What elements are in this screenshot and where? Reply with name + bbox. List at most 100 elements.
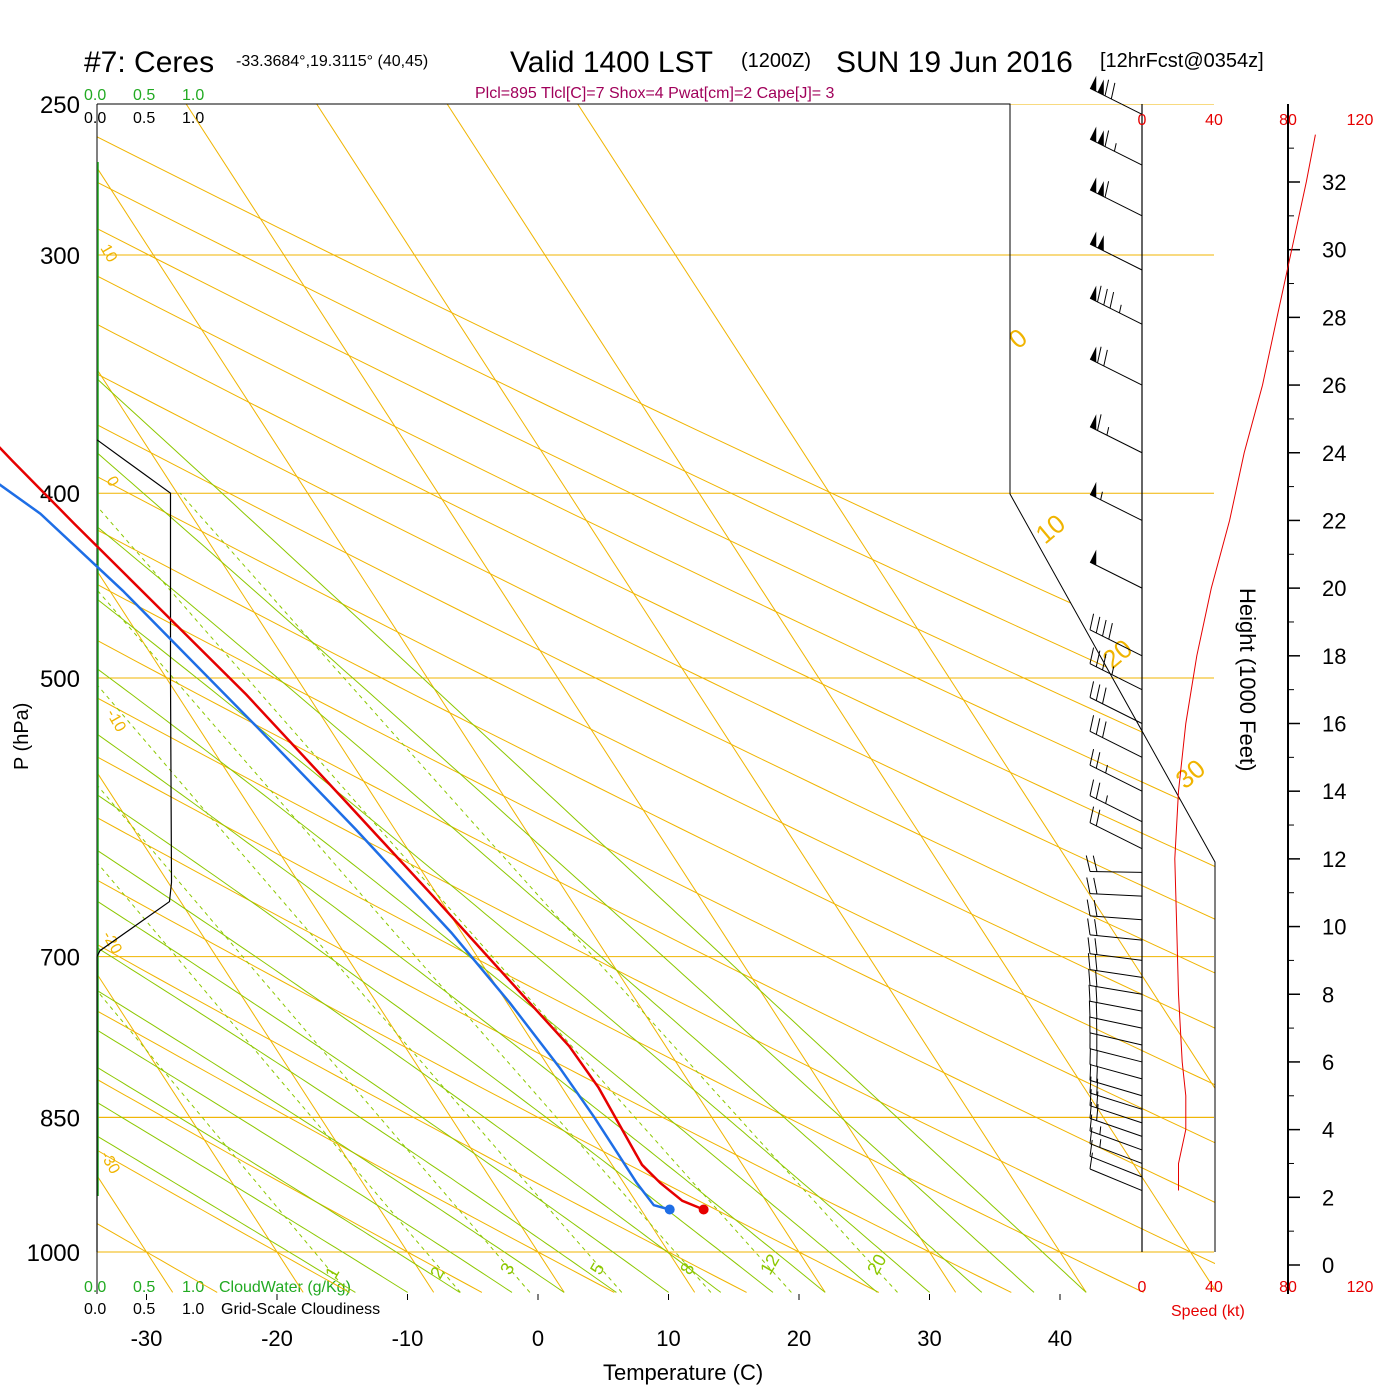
- wind-barb-flag: [1095, 684, 1101, 701]
- dewpoint-line: [0, 483, 671, 1211]
- moist-adiabat-line: [97, 104, 774, 1293]
- wind-barb-flag: [1093, 900, 1098, 917]
- dry-adiabat-line: [97, 104, 615, 1293]
- wind-barb-flag: [1109, 291, 1115, 309]
- wind-barb: [1089, 748, 1143, 792]
- cloud-tick-top: 0.5: [133, 87, 155, 104]
- wind-barb-flag: [1097, 414, 1102, 431]
- cloudiness-tick-bottom: 1.0: [182, 1301, 204, 1318]
- wind-barb-flag: [1110, 82, 1116, 100]
- wind-barb: [1087, 918, 1143, 941]
- wind-barb-flag: [1108, 622, 1113, 640]
- height-tick-label: 18: [1322, 644, 1346, 669]
- x-tick-label: 0: [532, 1326, 544, 1351]
- dry-adiabat-label: -10: [103, 707, 129, 736]
- wind-barb: [1085, 855, 1143, 873]
- moist-adiabat-lines: [97, 104, 1087, 1293]
- wind-barb-pennant: [1090, 126, 1097, 143]
- height-tick-label: 24: [1322, 441, 1346, 466]
- wind-barb-pennant: [1090, 231, 1097, 248]
- wind-barb-staff: [1089, 795, 1143, 823]
- wind-barb-staff: [1089, 358, 1143, 386]
- height-tick-label: 28: [1322, 305, 1346, 330]
- zulu-time: (1200Z): [741, 50, 811, 72]
- moist-adiabat-line: [97, 104, 461, 1293]
- dry-adiabat-line: [97, 104, 880, 1293]
- wind-barb-staff: [1089, 1168, 1143, 1192]
- isobar-lines: [97, 104, 1214, 1253]
- dry-adiabat-line: [97, 104, 1215, 1293]
- cloudiness-tick-top: 0.5: [133, 110, 155, 127]
- wind-barb-flag: [1097, 285, 1102, 303]
- wind-barb-flag: [1094, 919, 1098, 936]
- dry-adiabat-line: [97, 104, 350, 1293]
- dry-adiabat-line: [97, 104, 1215, 1293]
- temperature-surface-point: [698, 1204, 709, 1215]
- wind-barb-staff: [1089, 1064, 1143, 1080]
- height-tick-label: 4: [1322, 1118, 1334, 1143]
- wind-barb: [1089, 1101, 1143, 1137]
- wind-barb-flag: [1089, 715, 1095, 732]
- wind-barb-flag: [1093, 877, 1098, 895]
- wind-barb-staff: [1089, 561, 1143, 589]
- dry-adiabat-line: [97, 104, 747, 1293]
- dry-adiabat-line: [97, 104, 1215, 1293]
- sounding-profiles: [0, 446, 709, 1215]
- wind-barb-staff: [1089, 1032, 1143, 1046]
- wind-barb: [1089, 549, 1143, 589]
- isotherm-line: [97, 104, 174, 1293]
- height-tick-label: 12: [1322, 847, 1346, 872]
- wind-barb-flag: [1086, 877, 1091, 894]
- wind-barb: [1089, 177, 1143, 217]
- dry-adiabat-line: [97, 104, 1215, 1293]
- wind-barb: [1086, 899, 1143, 921]
- wind-barb-flag: [1096, 1065, 1098, 1083]
- moist-adiabat-line: [97, 104, 1035, 1293]
- mixing-ratio-label: 3: [496, 1259, 518, 1278]
- wind-barb: [1089, 1048, 1143, 1080]
- cloudiness-tick-bottom: 0.5: [133, 1301, 155, 1318]
- cloud-tick-bottom: 1.0: [182, 1279, 204, 1296]
- cloudiness-tick-top: 0.0: [84, 110, 106, 127]
- wind-barb: [1089, 779, 1143, 823]
- wind-barb-flag: [1087, 937, 1091, 954]
- wind-barb: [1089, 1114, 1143, 1151]
- station-location: -33.3684°,19.3115° (40,45): [236, 53, 428, 70]
- wind-barb-flag: [1089, 1139, 1093, 1157]
- speed-tick-bottom: 120: [1347, 1279, 1374, 1296]
- cloud-legend-bottom: 0.0 0.5 1.0 CloudWater (g/Kg) 0.0 0.5 1.…: [84, 1279, 380, 1318]
- wind-barb-pennant: [1090, 177, 1097, 193]
- x-tick-label: 30: [917, 1326, 941, 1351]
- wind-barb-staff: [1089, 1048, 1143, 1063]
- dry-adiabat-line: [97, 104, 1215, 1293]
- x-axis-title: Temperature (C): [603, 1360, 763, 1385]
- wind-barb: [1089, 613, 1143, 657]
- wind-barb: [1089, 481, 1143, 521]
- wind-barb-flag: [1097, 346, 1102, 363]
- stability-indices: Plcl=895 Tlcl[C]=7 Shox=4 Pwat[cm]=2 Cap…: [475, 85, 835, 102]
- wind-barb-staff: [1089, 953, 1143, 961]
- wind-barb-flag: [1102, 687, 1107, 704]
- wind-barb-pennant: [1090, 414, 1097, 430]
- wind-barb-staff: [1089, 934, 1143, 941]
- moist-adiabat-line: [97, 104, 826, 1293]
- wind-barb-pennant: [1090, 285, 1097, 302]
- wind-barb-staff: [1089, 87, 1143, 115]
- pressure-tick-label: 300: [40, 243, 80, 270]
- wind-barb-flag: [1104, 181, 1110, 198]
- cloud-profile: [96, 162, 173, 1252]
- wind-barb: [1089, 806, 1143, 850]
- wind-barb-flag: [1089, 1152, 1093, 1170]
- wind-barb-flag: [1089, 613, 1095, 630]
- wind-barb: [1086, 877, 1143, 897]
- wind-barb-half-flag: [1099, 1139, 1102, 1148]
- cloudiness-tick-bottom: 0.0: [84, 1301, 106, 1318]
- x-tick-label: -20: [261, 1326, 293, 1351]
- wind-barb-flag: [1095, 809, 1101, 826]
- wind-barb-half-flag: [1111, 666, 1115, 675]
- moist-adiabat-line: [97, 104, 878, 1293]
- moist-adiabat-line: [97, 104, 669, 1293]
- height-tick-label: 10: [1322, 915, 1346, 940]
- height-tick-label: 30: [1322, 238, 1346, 263]
